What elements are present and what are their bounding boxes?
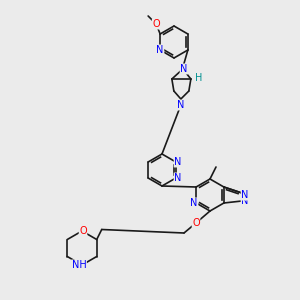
Text: NH: NH xyxy=(72,260,86,270)
Text: N: N xyxy=(180,64,188,74)
Text: O: O xyxy=(152,19,160,29)
Text: N: N xyxy=(190,198,198,208)
Text: N: N xyxy=(241,196,248,206)
Text: N: N xyxy=(174,173,182,183)
Text: H: H xyxy=(195,73,203,83)
Text: N: N xyxy=(241,190,248,200)
Text: O: O xyxy=(192,218,200,228)
Text: N: N xyxy=(157,45,164,55)
Text: N: N xyxy=(174,157,182,167)
Text: O: O xyxy=(79,226,87,236)
Text: N: N xyxy=(177,100,184,110)
